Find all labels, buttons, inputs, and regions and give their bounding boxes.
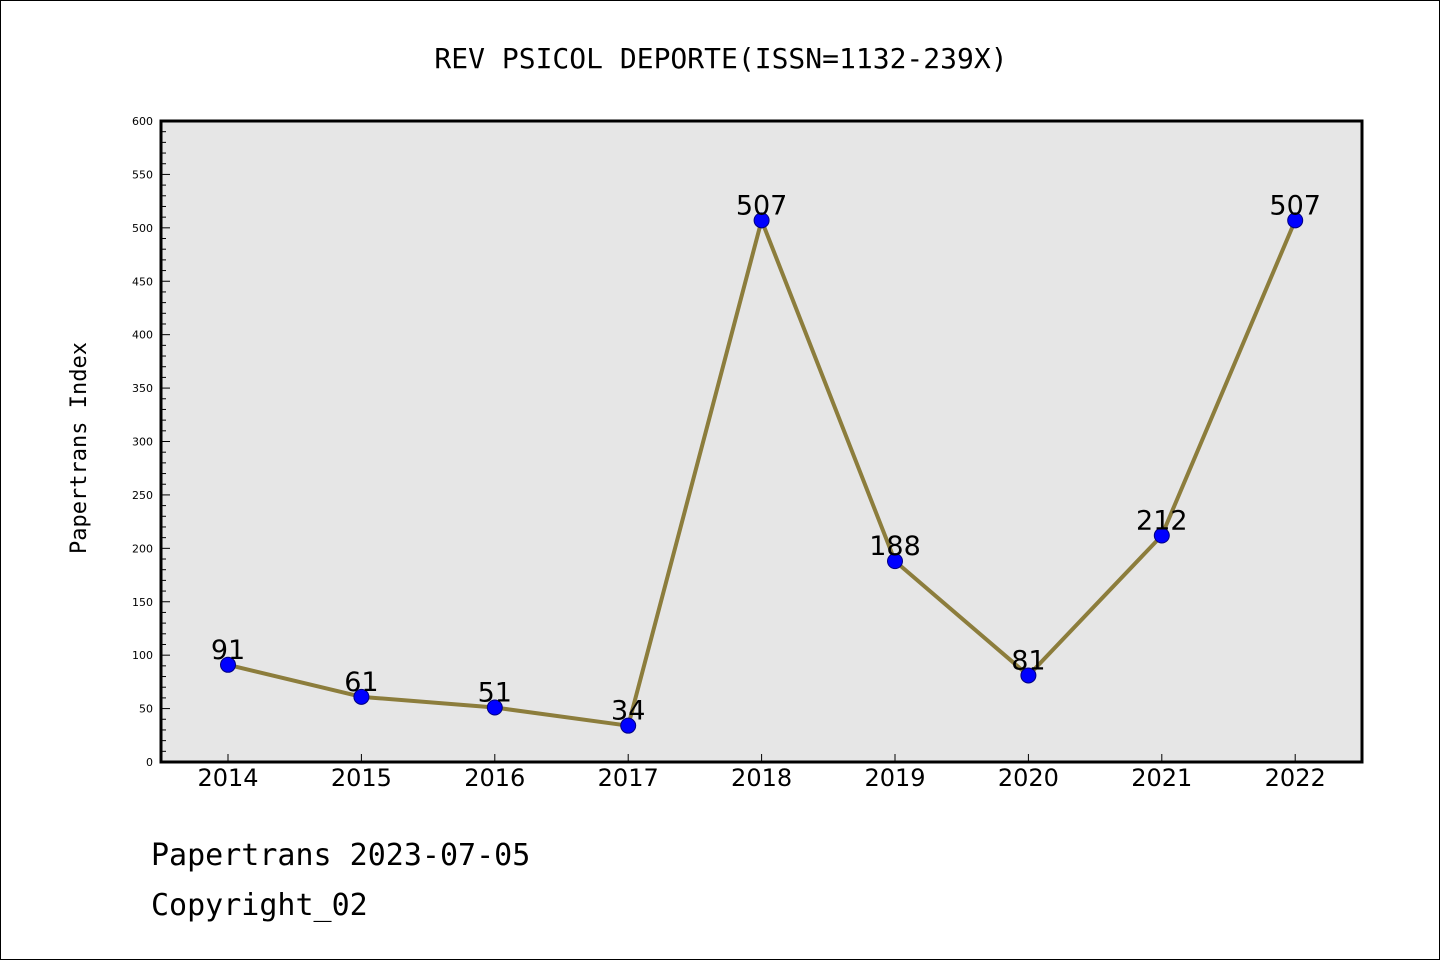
y-tick-label: 450 [132, 275, 153, 288]
plot-frame [159, 119, 1364, 764]
x-tick-label: 2017 [598, 764, 659, 792]
data-label: 51 [478, 678, 512, 709]
data-label: 34 [611, 696, 645, 727]
x-tick-label: 2020 [998, 764, 1059, 792]
y-tick-label: 200 [132, 542, 153, 555]
data-label: 507 [1269, 190, 1321, 221]
y-tick-label: 550 [132, 168, 153, 181]
y-tick-label: 600 [132, 115, 153, 128]
y-tick-label: 250 [132, 489, 153, 502]
data-point [486, 699, 503, 716]
series-layer [220, 212, 1304, 734]
x-tick-label: 2022 [1265, 764, 1326, 792]
data-label: 81 [1011, 645, 1045, 676]
x-tick-label: 2016 [464, 764, 525, 792]
y-tick-label: 300 [132, 436, 153, 449]
data-label-layer: 91 61 51 34 507 188 81 212 507 [211, 190, 1321, 726]
data-label: 507 [736, 190, 788, 221]
x-tick-label: 2019 [864, 764, 925, 792]
data-label: 61 [344, 667, 378, 698]
y-tick-label: 50 [139, 703, 153, 716]
data-point [353, 688, 370, 705]
footer-date: Papertrans 2023-07-05 [151, 838, 530, 873]
y-tick-label: 100 [132, 649, 153, 662]
chart-title: REV PSICOL DEPORTE(ISSN=1132-239X) [434, 42, 1007, 75]
data-point [1020, 667, 1037, 684]
data-label: 91 [211, 635, 245, 666]
y-axis-label: Papertrans Index [67, 342, 92, 554]
data-point [1153, 527, 1170, 544]
x-tick-label: 2015 [331, 764, 392, 792]
data-point [753, 212, 770, 229]
x-tick-label: 2021 [1131, 764, 1192, 792]
data-label: 212 [1136, 506, 1188, 537]
data-point [220, 656, 236, 673]
x-tick-label: 2018 [731, 764, 792, 792]
y-tick-label: 500 [132, 222, 153, 235]
data-point [887, 553, 903, 570]
y-tick-label: 350 [132, 382, 153, 395]
data-label: 188 [869, 531, 921, 562]
data-point [1287, 212, 1304, 229]
y-tick-label: 150 [132, 596, 153, 609]
data-point [620, 717, 637, 734]
footer-copyright: Copyright_02 [151, 888, 368, 923]
x-axis: 2014 2015 2016 2017 2018 2019 2020 2021 2022 [197, 754, 1326, 792]
x-tick-label: 2014 [197, 764, 258, 792]
y-tick-label: 0 [146, 756, 153, 769]
y-tick-label: 400 [132, 329, 153, 342]
y-axis: 0 50 100 150 200 250 300 350 400 450 500 550 600 [132, 115, 170, 769]
